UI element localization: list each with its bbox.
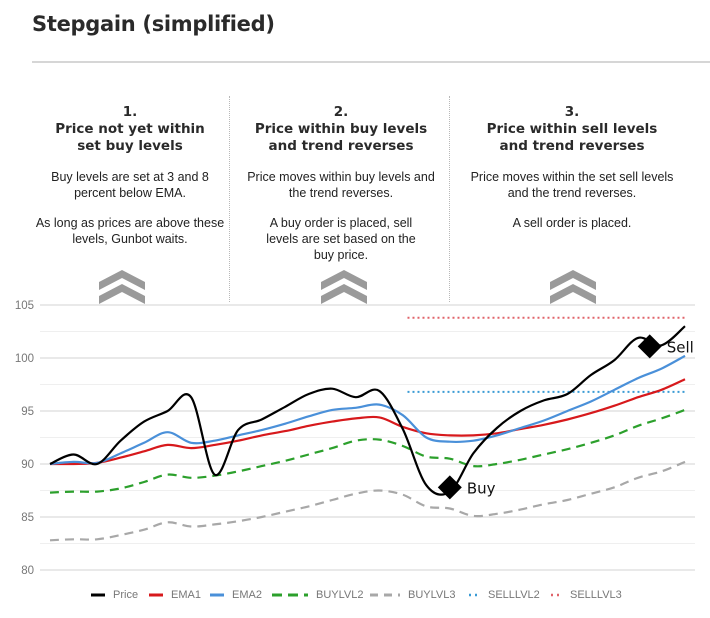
double-chevron-up-icon <box>99 270 145 304</box>
step-2-panel: 2. Price within buy levels and trend rev… <box>231 104 451 263</box>
page-title: Stepgain (simplified) <box>32 12 275 36</box>
step-1-heading-line1: Price not yet within <box>55 121 205 137</box>
annotation-marker-buy <box>437 475 462 500</box>
y-tick-label: 85 <box>21 512 34 524</box>
series-line-buylvl2 <box>49 408 686 494</box>
step-2-heading-line2: and trend reverses <box>268 138 414 154</box>
y-tick-label: 90 <box>21 459 34 471</box>
legend-swatch-selllvl2 <box>469 593 480 597</box>
annotation-label-buy: Buy <box>467 479 496 497</box>
step-1-heading-line2: set buy levels <box>77 138 183 154</box>
y-tick-label: 80 <box>21 565 34 577</box>
series-line-ema1 <box>49 378 686 466</box>
step-3-heading-line1: Price within sell levels <box>486 121 658 137</box>
y-tick-label: 105 <box>15 300 34 312</box>
legend-swatch-selllvl3 <box>551 593 562 597</box>
step-2-description: Price moves within buy levels and the tr… <box>247 170 435 200</box>
legend-item-ema2[interactable]: EMA2 <box>210 586 262 604</box>
legend-swatch-price <box>91 593 105 597</box>
series-line-buylvl3 <box>49 460 686 542</box>
legend-item-ema1[interactable]: EMA1 <box>149 586 201 604</box>
chart-legend: Price EMA1 EMA2 BUYLVL2 BUYLVL3 SELLLVL2… <box>0 586 710 604</box>
legend-label-selllvl3: SELLLVL3 <box>570 589 622 601</box>
series-line-price <box>49 325 686 496</box>
legend-label-price: Price <box>113 589 139 601</box>
legend-item-buylvl2[interactable]: BUYLVL2 <box>272 586 364 604</box>
step-1-description: Buy levels are set at 3 and 8 percent be… <box>51 170 209 200</box>
legend-label-buylvl2: BUYLVL2 <box>316 589 364 601</box>
legend-label-ema1: EMA1 <box>171 589 201 601</box>
step-divider-2 <box>449 96 450 302</box>
step-1-panel: 1. Price not yet within set buy levels B… <box>20 104 240 247</box>
double-chevron-up-icon <box>550 270 596 304</box>
legend-item-selllvl3[interactable]: SELLLVL3 <box>550 586 622 604</box>
step-3-heading-line2: and trend reverses <box>499 138 645 154</box>
step-divider-1 <box>229 96 230 302</box>
y-tick-label: 100 <box>15 353 34 365</box>
series-line-ema2 <box>49 354 686 466</box>
legend-label-selllvl2: SELLLVL2 <box>488 589 540 601</box>
legend-label-ema2: EMA2 <box>232 589 262 601</box>
step-2-description-2: A buy order is placed, sell levels are s… <box>266 216 416 262</box>
step-1-number: 1. <box>122 104 138 120</box>
legend-item-buylvl3[interactable]: BUYLVL3 <box>370 586 456 604</box>
legend-swatch-buylvl3 <box>370 593 400 597</box>
y-tick-label: 95 <box>21 406 34 418</box>
step-2-heading-line1: Price within buy levels <box>254 121 428 137</box>
step-3-panel: 3. Price within sell levels and trend re… <box>462 104 682 231</box>
legend-item-price[interactable]: Price <box>91 586 138 604</box>
legend-swatch-buylvl2 <box>272 593 308 597</box>
step-1-description-2: As long as prices are above these levels… <box>35 216 225 246</box>
legend-swatch-ema1 <box>149 593 163 597</box>
double-chevron-up-icon <box>321 270 367 304</box>
legend-swatch-ema2 <box>210 593 224 597</box>
legend-item-selllvl2[interactable]: SELLLVL2 <box>468 586 540 604</box>
annotation-marker-sell <box>637 334 662 359</box>
annotation-label-sell: Sell <box>667 338 694 356</box>
title-divider <box>32 61 710 63</box>
step-3-description: Price moves within the set sell levels a… <box>470 170 674 200</box>
step-3-description-2: A sell order is placed. <box>512 216 632 230</box>
legend-label-buylvl3: BUYLVL3 <box>408 589 456 601</box>
step-2-number: 2. <box>333 104 349 120</box>
step-3-number: 3. <box>564 104 580 120</box>
